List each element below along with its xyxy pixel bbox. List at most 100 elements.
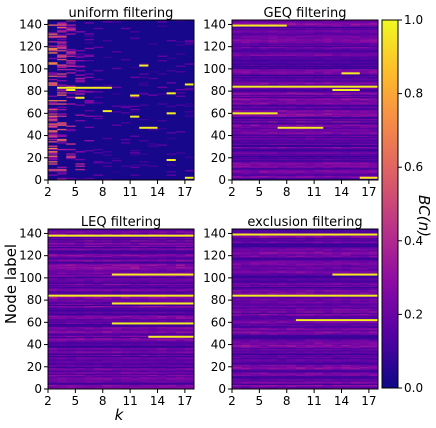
heatmap-cell bbox=[175, 319, 186, 321]
heatmap-cell bbox=[286, 163, 297, 165]
heatmap-cell bbox=[57, 44, 67, 46]
heatmap-cell bbox=[66, 370, 76, 372]
heatmap-cell bbox=[48, 302, 58, 304]
heatmap-cell bbox=[250, 51, 260, 53]
heatmap-cell bbox=[277, 36, 288, 39]
heatmap-cell bbox=[57, 369, 67, 371]
heatmap-cell bbox=[250, 73, 260, 75]
heatmap-cell bbox=[111, 293, 122, 295]
heatmap-cell bbox=[241, 104, 251, 106]
heatmap-cell bbox=[157, 231, 167, 233]
heatmap-cell bbox=[277, 163, 288, 165]
heatmap-cell bbox=[57, 274, 67, 276]
heatmap-cell bbox=[57, 246, 67, 249]
heatmap-cell bbox=[121, 283, 131, 285]
heatmap-cell bbox=[139, 250, 149, 252]
heatmap-cell bbox=[48, 376, 58, 379]
heatmap-cell bbox=[130, 296, 140, 299]
heatmap-cell bbox=[139, 324, 149, 326]
heatmap-cell bbox=[232, 127, 242, 130]
heatmap-cell bbox=[84, 150, 94, 152]
heatmap-cell bbox=[102, 165, 113, 167]
heatmap-cell bbox=[332, 167, 342, 170]
heatmap-cell bbox=[175, 334, 186, 336]
heatmap-cell bbox=[184, 304, 195, 306]
heatmap-cell bbox=[84, 76, 94, 79]
heatmap-cell bbox=[48, 362, 58, 364]
heatmap-cell bbox=[368, 57, 379, 60]
heatmap-cell bbox=[286, 60, 297, 62]
heatmap-cell bbox=[75, 360, 85, 362]
heatmap-cell bbox=[184, 363, 195, 365]
heatmap-cell bbox=[368, 68, 379, 71]
heatmap-cell bbox=[184, 340, 195, 342]
heatmap-cell bbox=[93, 231, 104, 233]
heatmap-cell bbox=[93, 329, 104, 331]
heatmap-cell bbox=[175, 310, 186, 312]
heatmap-cell bbox=[48, 243, 58, 245]
heatmap-cell bbox=[184, 339, 195, 341]
heatmap-cell bbox=[66, 366, 76, 369]
heatmap-cell bbox=[57, 314, 67, 316]
heatmap-cell bbox=[139, 93, 149, 95]
heatmap-cell bbox=[48, 340, 58, 342]
heatmap-cell bbox=[350, 133, 361, 135]
heatmap-cell bbox=[84, 297, 94, 300]
heatmap-cell bbox=[84, 316, 94, 319]
heatmap-cell bbox=[250, 78, 260, 81]
heatmap-cell bbox=[166, 342, 177, 344]
heatmap-cell bbox=[93, 373, 104, 375]
heatmap-cell bbox=[184, 253, 195, 255]
heatmap-cell bbox=[48, 269, 58, 271]
heatmap-cell bbox=[84, 363, 94, 365]
heatmap-cell bbox=[268, 40, 278, 42]
heatmap-cell bbox=[359, 44, 370, 46]
heatmap-cell bbox=[157, 327, 167, 330]
heatmap-cell bbox=[75, 272, 85, 274]
heatmap-cell bbox=[350, 118, 361, 121]
heatmap-cell bbox=[175, 354, 186, 356]
heatmap-cell bbox=[75, 241, 85, 243]
heatmap-cell bbox=[295, 140, 306, 142]
heatmap-cell bbox=[268, 80, 278, 82]
heatmap-cell bbox=[250, 53, 260, 55]
heatmap-cell bbox=[305, 41, 315, 43]
heatmap-cell bbox=[93, 283, 104, 285]
heatmap-cell bbox=[332, 68, 342, 71]
heatmap-cell bbox=[359, 167, 370, 170]
heatmap-cell bbox=[295, 32, 306, 34]
heatmap-cell bbox=[84, 373, 94, 375]
heatmap-cell bbox=[184, 383, 195, 385]
heatmap-cell bbox=[157, 250, 167, 252]
heatmap-cell bbox=[305, 151, 315, 153]
heatmap-cell bbox=[368, 97, 379, 100]
heatmap-cell bbox=[130, 363, 140, 365]
heatmap-cell bbox=[139, 339, 149, 341]
heatmap-cell bbox=[350, 112, 361, 114]
heatmap-cell bbox=[102, 327, 113, 330]
heatmap-cell bbox=[57, 27, 67, 30]
heatmap-cell bbox=[139, 271, 149, 273]
heatmap-cell bbox=[75, 309, 85, 311]
heatmap-cell bbox=[332, 148, 342, 151]
heatmap-cell bbox=[121, 335, 131, 338]
heatmap-cell bbox=[241, 108, 251, 111]
heatmap-cell bbox=[84, 267, 94, 270]
heatmap-cell bbox=[332, 131, 342, 133]
heatmap-cell bbox=[268, 102, 278, 104]
heatmap-cell bbox=[323, 54, 333, 56]
heatmap-cell bbox=[121, 291, 131, 293]
heatmap-cell bbox=[305, 65, 315, 67]
heatmap-cell bbox=[359, 60, 370, 62]
heatmap-cell bbox=[350, 87, 361, 90]
heatmap-cell bbox=[139, 341, 149, 343]
heatmap-cell bbox=[332, 165, 342, 167]
heatmap-cell bbox=[48, 280, 58, 282]
heatmap-cell bbox=[286, 27, 297, 30]
heatmap-cell bbox=[341, 121, 351, 123]
heatmap-cell bbox=[75, 287, 85, 290]
heatmap-cell bbox=[84, 349, 94, 351]
heatmap-cell bbox=[350, 154, 361, 156]
heatmap-cell bbox=[57, 384, 67, 386]
heatmap-cell bbox=[241, 36, 251, 39]
